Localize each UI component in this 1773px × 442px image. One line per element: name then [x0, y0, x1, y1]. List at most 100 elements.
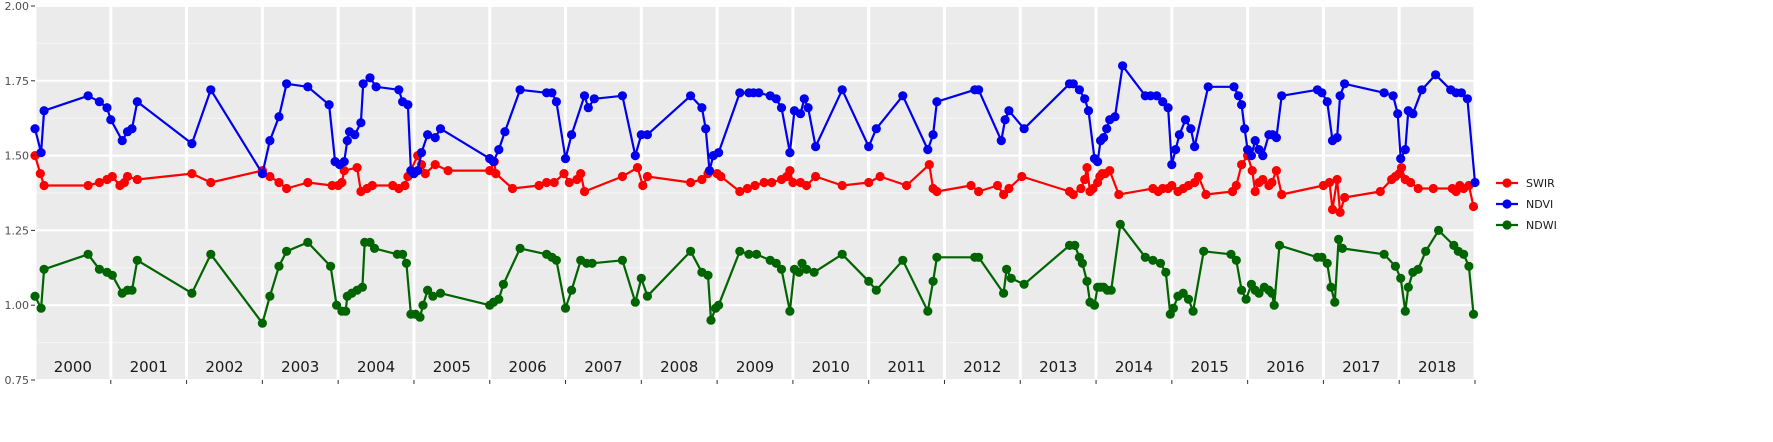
ndvi-point — [1163, 103, 1173, 113]
ndvi-point — [785, 148, 795, 158]
swir-point — [1250, 186, 1260, 197]
swir-point — [206, 177, 216, 188]
ndwi-point — [735, 246, 745, 256]
ndvi-point — [342, 136, 352, 146]
ndvi-point — [265, 136, 275, 146]
ndwi-point — [418, 300, 428, 310]
ndvi-point — [630, 151, 640, 161]
swir-point — [767, 177, 777, 188]
swir-point — [265, 171, 275, 182]
ndvi-point — [701, 124, 711, 134]
ndvi-point — [1080, 94, 1090, 104]
ndvi-point — [1000, 115, 1010, 125]
swir-point — [1375, 186, 1385, 197]
swir-point — [811, 171, 821, 182]
ndwi-point — [771, 258, 781, 268]
ndwi-point — [127, 285, 137, 295]
ndwi-point — [401, 258, 411, 268]
ndvi-point — [1068, 79, 1078, 89]
ndvi-point — [1246, 151, 1256, 161]
ndvi-point — [494, 145, 504, 155]
swir-point — [1068, 189, 1078, 200]
ndvi-point — [187, 139, 197, 149]
data-series — [30, 61, 1480, 328]
ndvi-point — [1332, 133, 1342, 143]
ndvi-point — [799, 94, 809, 104]
ndvi-point — [1400, 145, 1410, 155]
ndwi-point — [642, 291, 653, 301]
ndwi-point — [1400, 306, 1410, 316]
ndwi-point — [1269, 300, 1279, 310]
ndwi-point — [187, 288, 197, 298]
swir-point — [999, 189, 1009, 200]
ndvi-point — [579, 91, 590, 101]
swir-point — [686, 177, 696, 188]
ndvi-point — [430, 133, 440, 143]
ndwi-point — [303, 237, 313, 247]
year-labels: 2000 2001 2002 2003 2004 2005 2006 2007 2008 2009… — [54, 358, 1456, 376]
swir-point — [576, 169, 586, 179]
ndvi-point — [117, 136, 127, 146]
ndwi-point — [257, 318, 267, 328]
grid-lines — [33, 5, 1477, 381]
ndvi-point — [403, 100, 413, 110]
ndwi-point — [282, 246, 292, 256]
year-label: 2012 — [963, 358, 1001, 376]
ndvi-point — [206, 85, 216, 95]
y-tick-label: 1.50 — [5, 150, 30, 163]
ndvi-point — [642, 130, 653, 140]
ndvi-point — [30, 124, 40, 134]
ndwi-point — [928, 276, 938, 286]
ndvi-point — [515, 85, 525, 95]
ndvi-point — [754, 88, 764, 98]
swir-point — [1017, 171, 1027, 182]
swir-point — [875, 171, 885, 182]
ndvi-point — [1271, 133, 1281, 143]
ndwi-point — [744, 249, 754, 259]
ndwi-point — [107, 270, 117, 280]
ndwi-point — [1019, 279, 1029, 289]
swir-point — [274, 177, 284, 188]
ndwi-point — [1106, 285, 1116, 295]
swir-point — [1340, 192, 1350, 203]
ndwi-point — [1434, 225, 1444, 235]
year-label: 2010 — [812, 358, 850, 376]
swir-point — [992, 180, 1003, 191]
ndvi-point — [932, 97, 942, 107]
ndvi-point — [39, 106, 49, 116]
ndwi-point — [776, 264, 787, 274]
year-label: 2000 — [54, 358, 92, 376]
ndwi-point — [1330, 297, 1340, 307]
ndwi-point — [39, 264, 49, 274]
swir-point — [864, 177, 874, 188]
ndwi-point — [1334, 234, 1344, 244]
swir-point — [932, 186, 942, 197]
ndvi-point — [551, 97, 562, 107]
ndvi-point — [837, 85, 847, 95]
ndvi-point — [102, 103, 112, 113]
swir-point — [564, 177, 574, 188]
ndvi-point — [811, 142, 821, 152]
ndwi-point — [1168, 303, 1178, 313]
ndvi-point — [1431, 70, 1441, 80]
ndwi-point — [630, 297, 640, 307]
ndvi-point — [1190, 142, 1200, 152]
ndvi-point — [898, 91, 908, 101]
ndvi-point — [132, 97, 142, 107]
ndwi-point — [785, 306, 795, 316]
swir-point — [1428, 183, 1438, 194]
swir-point — [1114, 189, 1124, 200]
ndvi-point — [1171, 145, 1181, 155]
ndwi-point — [1140, 252, 1150, 262]
ndvi-point — [371, 82, 381, 92]
ndwi-point — [1148, 255, 1158, 265]
swir-point — [549, 177, 559, 188]
ndvi-point — [1396, 154, 1406, 164]
ndwi-point — [1379, 249, 1389, 259]
ndwi-point — [369, 243, 380, 253]
year-label: 2018 — [1418, 358, 1456, 376]
swir-point — [1004, 183, 1014, 194]
ndwi-point — [1267, 288, 1277, 298]
ndvi-point — [1093, 157, 1103, 167]
ndwi-point — [1241, 294, 1251, 304]
